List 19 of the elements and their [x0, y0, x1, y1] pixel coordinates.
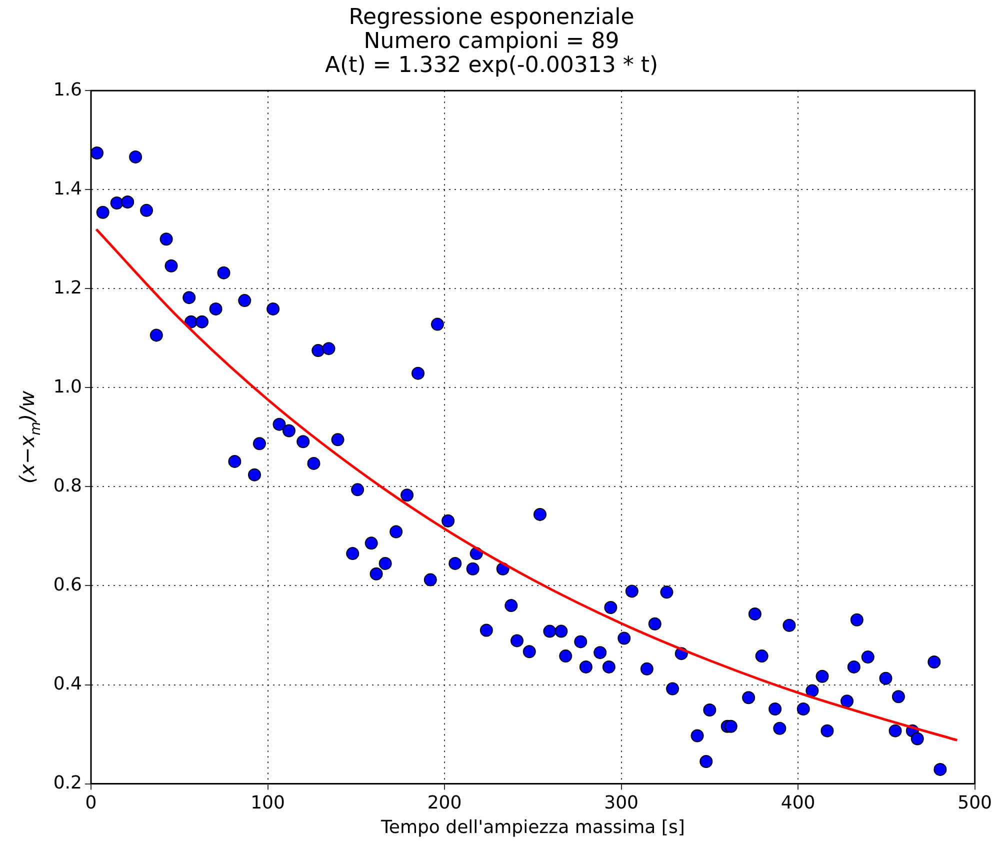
y-tick-label: 0.4	[53, 673, 82, 694]
x-tick-label: 300	[604, 792, 638, 814]
y-tick-label: 0.2	[53, 772, 82, 794]
x-tick-label: 500	[958, 792, 992, 814]
y-axis-title: (x−xm)/w	[15, 390, 44, 484]
x-tick-label: 100	[250, 792, 285, 814]
line-series	[95, 228, 958, 742]
chart-subtitle: Numero campioni = 89 A(t) = 1.332 exp(-0.00313 * t)	[324, 29, 658, 78]
y-tick-label: 0.6	[53, 574, 82, 596]
x-axis-title: Tempo dell'ampiezza massima [s]	[380, 816, 685, 838]
x-tick-label: 400	[780, 792, 816, 814]
y-tick-label: 0.8	[53, 475, 82, 496]
y-tick-label: 1.4	[53, 178, 82, 200]
y-tick-label: 1.0	[53, 376, 82, 398]
chart-title: Regressione esponenziale	[348, 4, 634, 30]
x-tick-label: 0	[85, 792, 97, 814]
y-tick-label: 1.2	[53, 277, 82, 298]
x-tick-label: 200	[427, 792, 462, 814]
y-tick-label: 1.6	[53, 79, 82, 100]
